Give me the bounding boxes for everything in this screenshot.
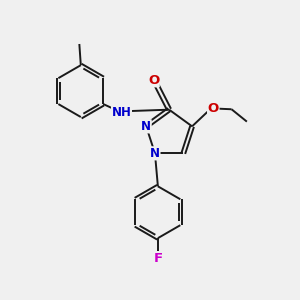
Text: O: O: [208, 102, 219, 115]
Text: N: N: [150, 147, 160, 160]
Text: N: N: [141, 120, 151, 133]
Text: NH: NH: [112, 106, 131, 119]
Text: F: F: [153, 252, 163, 265]
Text: O: O: [148, 74, 159, 87]
